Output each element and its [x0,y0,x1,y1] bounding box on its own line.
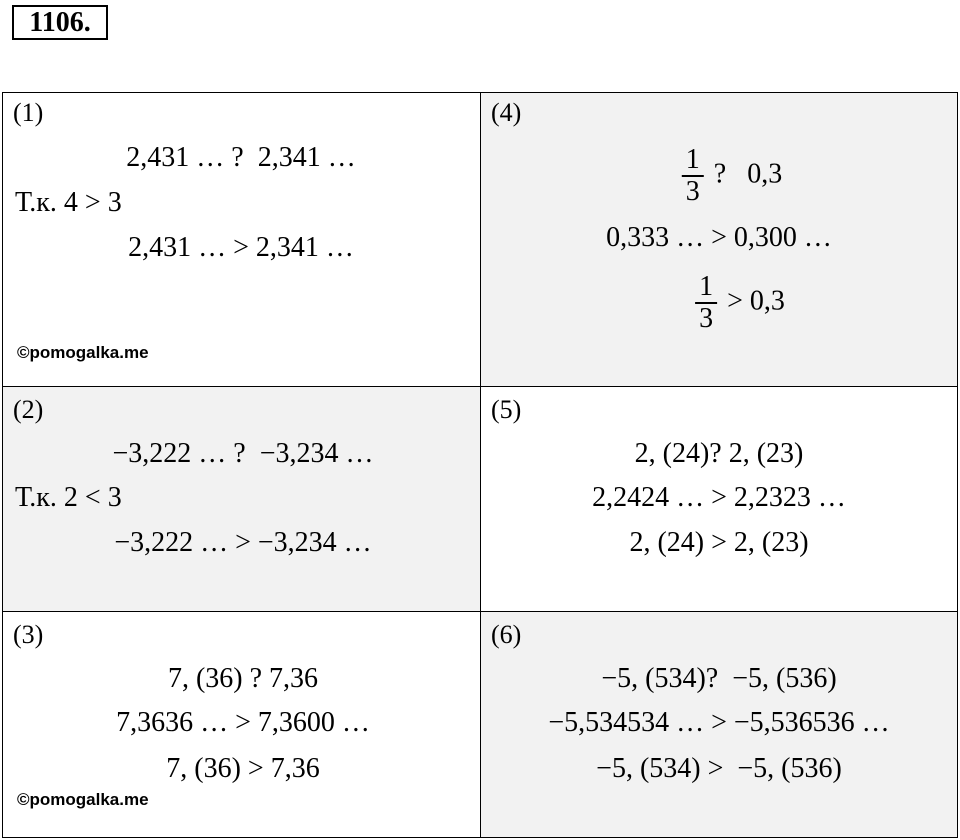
math-line: 2,431 … > 2,341 … [128,232,354,263]
math-text: ? 0,3 [713,158,783,190]
math-line: 1 3 > 0,3 [653,240,785,366]
math-line: 2, (24)? 2, (23) [634,438,804,469]
watermark: ©pomogalka.me [17,790,149,809]
cell-label: (1) [13,98,44,127]
problem-number: 1106. [12,5,108,40]
math-line: 7, (36) ? 7,36 [167,663,319,694]
cell: (6) −5, (534)? −5, (536) −5,534534 … > −… [480,611,958,838]
math-line: Т.к. 2 < 3 [15,482,122,513]
math-line: 7,3636 … > 7,3600 … [116,707,370,738]
cell: (3) 7, (36) ? 7,36 7,3636 … > 7,3600 … 7… [2,611,481,838]
numerator: 1 [685,144,700,175]
math-line: 2,2424 … > 2,2323 … [592,482,846,513]
cell-label: (3) [13,620,44,649]
math-text: > 0,3 [727,285,785,317]
cell-label: (4) [491,98,522,127]
cell: (5) 2, (24)? 2, (23) 2,2424 … > 2,2323 …… [480,386,958,612]
watermark: ©pomogalka.me [17,343,149,362]
cell: (2) −3,222 … ? −3,234 … Т.к. 2 < 3 −3,22… [2,386,481,612]
cell-label: (6) [491,620,522,649]
math-line: −3,222 … > −3,234 … [114,527,372,558]
cell-label: (2) [13,395,44,424]
cell: (4) 1 3? 0,3 0,333 … > 0,300 … 1 3 > 0,3 [480,92,958,387]
cell-label: (5) [491,395,522,424]
math-line: −5, (534) > −5, (536) [596,753,842,784]
math-line: Т.к. 4 > 3 [15,187,122,218]
math-line: 1 3 ? 0,3 [640,113,782,239]
math-line: −5,534534 … > −5,536536 … [548,707,890,738]
math-line: −5, (534)? −5, (536) [601,663,837,694]
denominator: 3 [695,302,718,334]
math-line: −3,222 … ? −3,234 … [112,438,374,469]
denominator: 3 [681,175,704,207]
math-line: 2,431 … ? 2,341 … [126,142,356,173]
math-line: 7, (36) > 7,36 [166,753,320,784]
numerator: 1 [699,271,714,302]
math-line: 0,333 … > 0,300 … [606,222,832,253]
math-line: 2, (24) > 2, (23) [629,527,809,558]
cell: (1) 2,431 … ? 2,341 … Т.к. 4 > 3 2,431 …… [2,92,481,387]
